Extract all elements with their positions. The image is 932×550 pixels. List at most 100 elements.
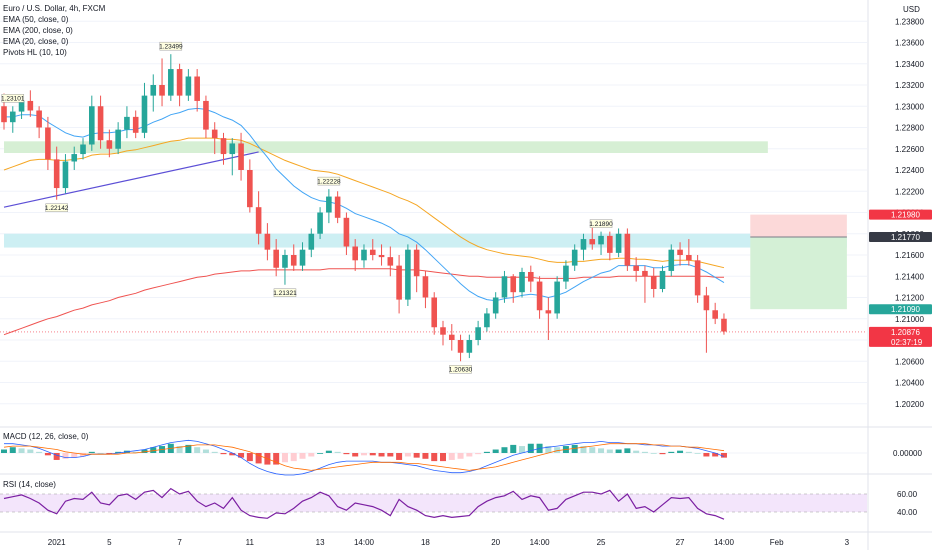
pivot-box bbox=[589, 219, 613, 228]
candle-body bbox=[290, 255, 297, 266]
price-tag bbox=[869, 326, 932, 347]
candle-body bbox=[62, 161, 69, 189]
candle-body bbox=[405, 249, 411, 300]
price-tag-label: 1.21770 bbox=[891, 233, 920, 242]
macd-bar bbox=[202, 449, 209, 453]
legend-ema50[interactable]: EMA (50, close, 0) bbox=[3, 15, 69, 24]
candle-body bbox=[168, 69, 174, 96]
candle-body bbox=[238, 143, 244, 170]
legend-ema200[interactable]: EMA (200, close, 0) bbox=[3, 26, 73, 35]
macd-bar bbox=[545, 446, 552, 453]
y-tick-label: 1.22200 bbox=[895, 187, 924, 196]
candle-body bbox=[501, 276, 508, 298]
candle-body bbox=[615, 233, 622, 253]
ema200-line bbox=[3, 268, 724, 336]
countdown-label: 02:37:19 bbox=[891, 338, 923, 347]
pivot-box bbox=[449, 365, 472, 374]
x-tick-label: 14:00 bbox=[530, 538, 551, 547]
candle-body bbox=[475, 327, 481, 340]
macd-bar bbox=[36, 451, 43, 453]
candle-body bbox=[642, 270, 648, 277]
macd-bar bbox=[334, 451, 341, 453]
y-tick-label: 1.23000 bbox=[895, 102, 924, 111]
macd-bar bbox=[440, 453, 446, 462]
candle-body bbox=[361, 249, 367, 261]
candle-body bbox=[677, 249, 683, 255]
rsi-y-tick: 40.00 bbox=[897, 508, 918, 517]
x-tick-label: 18 bbox=[421, 538, 430, 547]
candle-body bbox=[387, 257, 394, 266]
pivot-label: 1.20630 bbox=[449, 367, 473, 374]
candle-body bbox=[273, 249, 279, 268]
price-tag-label: 1.21090 bbox=[891, 305, 920, 314]
macd-bar bbox=[519, 446, 526, 453]
candle-body bbox=[27, 100, 34, 111]
macd-bar bbox=[220, 453, 227, 455]
pivot-box bbox=[45, 203, 68, 212]
candle-body bbox=[247, 170, 253, 208]
macd-bar bbox=[273, 453, 280, 465]
y-tick-label: 1.21000 bbox=[895, 315, 924, 324]
x-tick-label: 7 bbox=[177, 538, 182, 547]
macd-label[interactable]: MACD (12, 26, close, 0) bbox=[3, 432, 89, 441]
candle-body bbox=[712, 310, 718, 319]
indicator-lines bbox=[0, 107, 867, 336]
price-tag-label: 1.21980 bbox=[891, 211, 920, 220]
macd-bar bbox=[27, 449, 34, 453]
macd-bar bbox=[246, 453, 253, 462]
candle-body bbox=[598, 235, 604, 245]
macd-bar bbox=[668, 451, 675, 453]
macd-bar bbox=[229, 453, 236, 456]
price-tag bbox=[869, 209, 932, 220]
legend-pivots[interactable]: Pivots HL (10, 10) bbox=[3, 48, 67, 57]
candle-body bbox=[36, 110, 42, 128]
x-tick-label: 14:00 bbox=[354, 538, 375, 547]
macd-bar bbox=[510, 444, 517, 453]
macd-bar bbox=[589, 447, 596, 453]
candle-body bbox=[369, 249, 376, 255]
macd-bar bbox=[71, 453, 78, 458]
macd-bar bbox=[317, 453, 324, 454]
macd-bar bbox=[580, 446, 587, 453]
candle-body bbox=[484, 313, 490, 328]
candle-body bbox=[378, 255, 385, 258]
legend-ema20[interactable]: EMA (20, close, 0) bbox=[3, 37, 69, 46]
candle-body bbox=[124, 116, 130, 130]
macd-bar bbox=[9, 447, 16, 453]
candle-body bbox=[528, 272, 534, 282]
macd-bar bbox=[106, 453, 113, 455]
symbol-title[interactable]: Euro / U.S. Dollar, 4h, FXCM bbox=[3, 4, 106, 13]
price-tag bbox=[869, 231, 932, 242]
macd-bar bbox=[685, 451, 692, 453]
macd-bar bbox=[44, 453, 51, 456]
macd-bar bbox=[141, 449, 148, 453]
macd-bar bbox=[299, 453, 306, 459]
signal-line bbox=[3, 443, 725, 471]
macd-bar bbox=[281, 453, 288, 463]
candle-body bbox=[9, 111, 16, 123]
price-tag-label: 1.20876 bbox=[891, 328, 920, 337]
macd-bar bbox=[360, 453, 367, 456]
x-tick-label: 5 bbox=[107, 538, 112, 547]
macd-bar bbox=[554, 447, 561, 453]
y-tick-label: 1.21400 bbox=[895, 272, 924, 281]
macd-bar bbox=[431, 453, 438, 462]
macd-bar bbox=[62, 453, 69, 459]
candle-body bbox=[563, 265, 569, 282]
macd-line bbox=[4, 439, 725, 476]
candle-body bbox=[396, 265, 402, 300]
macd-bar bbox=[352, 453, 359, 457]
macd-bar bbox=[703, 453, 710, 457]
macd-bar bbox=[712, 453, 719, 457]
candle-body bbox=[80, 144, 86, 155]
macd-bar bbox=[290, 453, 297, 462]
macd-bar bbox=[606, 449, 613, 453]
support-band-zone bbox=[4, 141, 768, 153]
macd-bar bbox=[18, 448, 25, 453]
y-tick-label: 1.21600 bbox=[895, 251, 924, 260]
candle-body bbox=[580, 239, 587, 250]
macd-bar bbox=[598, 448, 605, 453]
candle-body bbox=[536, 281, 543, 311]
rsi-label[interactable]: RSI (14, close) bbox=[3, 480, 56, 489]
